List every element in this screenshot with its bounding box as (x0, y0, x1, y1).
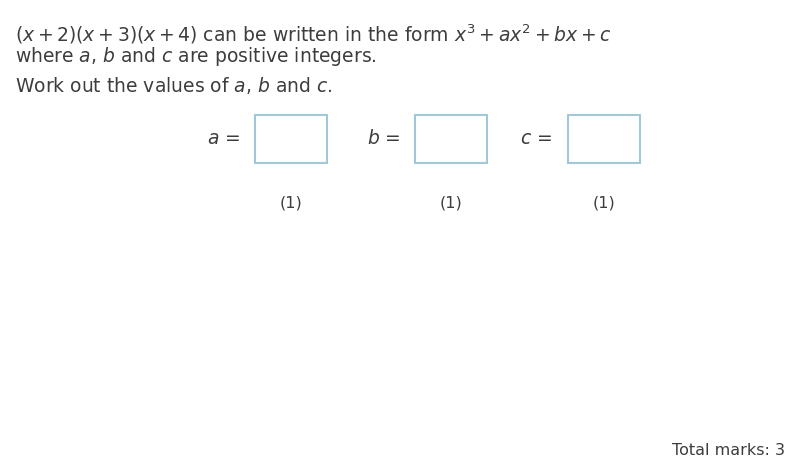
FancyBboxPatch shape (255, 115, 327, 163)
Text: $c$ =: $c$ = (520, 129, 552, 149)
Text: $(x + 2)(x + 3)(x + 4)$ can be written in the form $x^3 + ax^2 + bx + c$: $(x + 2)(x + 3)(x + 4)$ can be written i… (15, 22, 611, 46)
Text: $b$ =: $b$ = (367, 129, 401, 149)
FancyBboxPatch shape (415, 115, 487, 163)
FancyBboxPatch shape (568, 115, 640, 163)
Text: Total marks: 3: Total marks: 3 (672, 443, 785, 457)
Text: Work out the values of $a$, $b$ and $c$.: Work out the values of $a$, $b$ and $c$. (15, 75, 333, 96)
Text: (1): (1) (593, 195, 615, 210)
Text: (1): (1) (440, 195, 462, 210)
Text: $a$ =: $a$ = (207, 129, 240, 149)
Text: where $a$, $b$ and $c$ are positive integers.: where $a$, $b$ and $c$ are positive inte… (15, 45, 377, 68)
Text: (1): (1) (280, 195, 302, 210)
